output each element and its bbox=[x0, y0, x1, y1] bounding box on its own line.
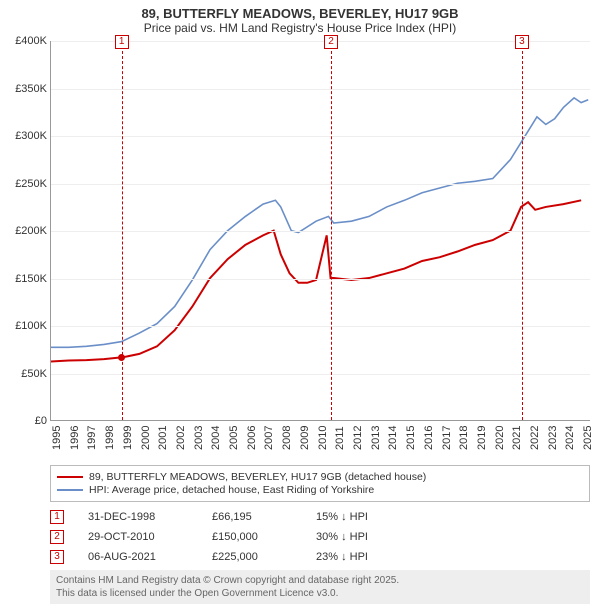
event-date: 31-DEC-1998 bbox=[88, 511, 188, 523]
event-marker: 1 bbox=[50, 510, 64, 524]
gridline bbox=[51, 89, 590, 90]
event-price: £66,195 bbox=[212, 511, 292, 523]
x-axis-label: 1997 bbox=[86, 426, 98, 450]
x-axis-label: 2025 bbox=[582, 426, 594, 450]
event-row: 2 29-OCT-2010 £150,000 30% ↓ HPI bbox=[50, 530, 590, 544]
x-axis-label: 1999 bbox=[122, 426, 134, 450]
event-vline bbox=[522, 41, 523, 420]
gridline bbox=[51, 136, 590, 137]
title-line-2: Price paid vs. HM Land Registry's House … bbox=[0, 21, 600, 35]
x-axis-label: 2012 bbox=[352, 426, 364, 450]
event-diff: 15% ↓ HPI bbox=[316, 511, 416, 523]
y-axis-label: £50K bbox=[3, 368, 47, 380]
x-axis-label: 2001 bbox=[157, 426, 169, 450]
event-vline-marker: 3 bbox=[515, 35, 529, 49]
x-axis-label: 2019 bbox=[476, 426, 488, 450]
event-marker: 2 bbox=[50, 530, 64, 544]
x-axis-label: 2010 bbox=[317, 426, 329, 450]
legend-label: HPI: Average price, detached house, East… bbox=[89, 484, 374, 496]
x-axis-label: 2005 bbox=[228, 426, 240, 450]
price-chart: £0£50K£100K£150K£200K£250K£300K£350K£400… bbox=[50, 41, 590, 421]
event-row: 3 06-AUG-2021 £225,000 23% ↓ HPI bbox=[50, 550, 590, 564]
legend-swatch bbox=[57, 489, 83, 491]
legend-row: HPI: Average price, detached house, East… bbox=[57, 484, 583, 496]
x-axis-label: 2008 bbox=[281, 426, 293, 450]
x-axis-label: 1998 bbox=[104, 426, 116, 450]
event-vline bbox=[331, 41, 332, 420]
gridline bbox=[51, 374, 590, 375]
gridline bbox=[51, 184, 590, 185]
x-axis-label: 1995 bbox=[51, 426, 63, 450]
x-axis-label: 2017 bbox=[441, 426, 453, 450]
event-diff: 23% ↓ HPI bbox=[316, 551, 416, 563]
x-axis-label: 2009 bbox=[299, 426, 311, 450]
gridline bbox=[51, 326, 590, 327]
legend: 89, BUTTERFLY MEADOWS, BEVERLEY, HU17 9G… bbox=[50, 465, 590, 502]
x-axis-label: 2023 bbox=[547, 426, 559, 450]
event-row: 1 31-DEC-1998 £66,195 15% ↓ HPI bbox=[50, 510, 590, 524]
x-axis-label: 2004 bbox=[210, 426, 222, 450]
gridline bbox=[51, 41, 590, 42]
x-axis-label: 2022 bbox=[529, 426, 541, 450]
x-axis-label: 1996 bbox=[69, 426, 81, 450]
x-axis-label: 2015 bbox=[405, 426, 417, 450]
x-axis-label: 2014 bbox=[387, 426, 399, 450]
legend-row: 89, BUTTERFLY MEADOWS, BEVERLEY, HU17 9G… bbox=[57, 471, 583, 483]
footer-attribution: Contains HM Land Registry data © Crown c… bbox=[50, 570, 590, 604]
legend-label: 89, BUTTERFLY MEADOWS, BEVERLEY, HU17 9G… bbox=[89, 471, 426, 483]
event-price: £150,000 bbox=[212, 531, 292, 543]
x-axis-label: 2002 bbox=[175, 426, 187, 450]
event-diff: 30% ↓ HPI bbox=[316, 531, 416, 543]
y-axis-label: £150K bbox=[3, 273, 47, 285]
x-axis-label: 2024 bbox=[564, 426, 576, 450]
title-line-1: 89, BUTTERFLY MEADOWS, BEVERLEY, HU17 9G… bbox=[0, 6, 600, 21]
events-table: 1 31-DEC-1998 £66,195 15% ↓ HPI 2 29-OCT… bbox=[50, 510, 590, 564]
x-axis-label: 2006 bbox=[246, 426, 258, 450]
event-date: 29-OCT-2010 bbox=[88, 531, 188, 543]
y-axis-label: £200K bbox=[3, 225, 47, 237]
gridline bbox=[51, 279, 590, 280]
event-price: £225,000 bbox=[212, 551, 292, 563]
y-axis-label: £0 bbox=[3, 415, 47, 427]
y-axis-label: £350K bbox=[3, 83, 47, 95]
y-axis-label: £300K bbox=[3, 130, 47, 142]
gridline bbox=[51, 231, 590, 232]
x-axis-label: 2011 bbox=[334, 426, 346, 450]
event-marker: 3 bbox=[50, 550, 64, 564]
x-axis-label: 2016 bbox=[423, 426, 435, 450]
x-axis-label: 2013 bbox=[370, 426, 382, 450]
legend-swatch bbox=[57, 476, 83, 478]
footer-line: Contains HM Land Registry data © Crown c… bbox=[56, 574, 584, 587]
x-axis-label: 2007 bbox=[263, 426, 275, 450]
event-vline bbox=[122, 41, 123, 420]
footer-line: This data is licensed under the Open Gov… bbox=[56, 587, 584, 600]
chart-title-block: 89, BUTTERFLY MEADOWS, BEVERLEY, HU17 9G… bbox=[0, 0, 600, 37]
x-axis-label: 2003 bbox=[193, 426, 205, 450]
x-axis-label: 2021 bbox=[511, 426, 523, 450]
x-axis-label: 2018 bbox=[458, 426, 470, 450]
event-vline-marker: 1 bbox=[115, 35, 129, 49]
x-axis-label: 2000 bbox=[140, 426, 152, 450]
event-vline-marker: 2 bbox=[324, 35, 338, 49]
y-axis-label: £250K bbox=[3, 178, 47, 190]
x-axis-label: 2020 bbox=[494, 426, 506, 450]
y-axis-label: £100K bbox=[3, 320, 47, 332]
y-axis-label: £400K bbox=[3, 35, 47, 47]
event-date: 06-AUG-2021 bbox=[88, 551, 188, 563]
